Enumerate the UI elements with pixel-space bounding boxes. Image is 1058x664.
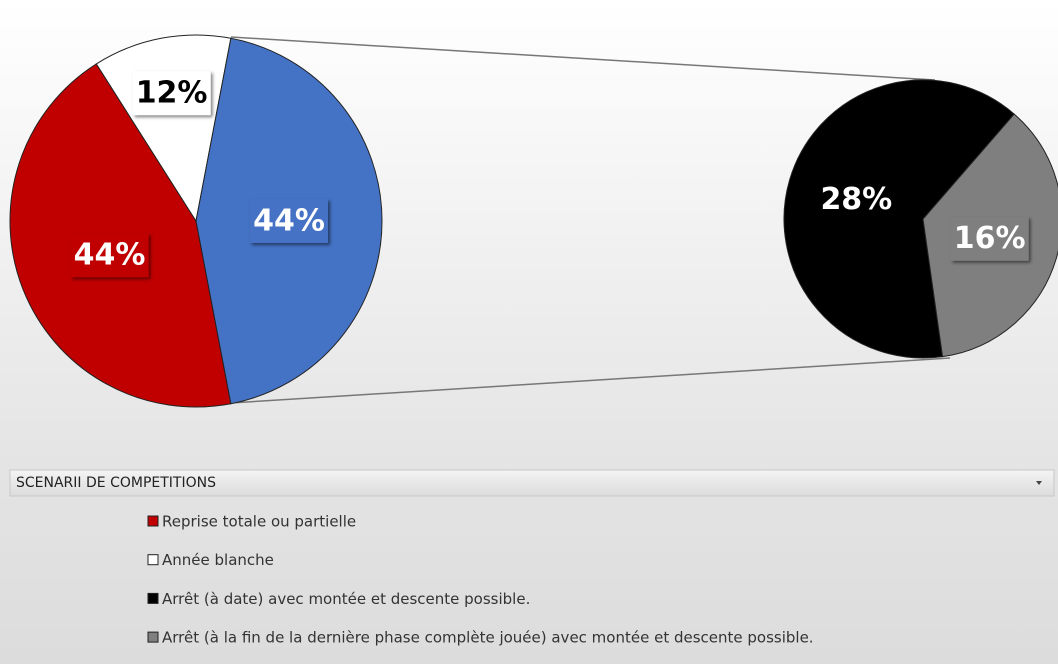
legend-label: Année blanche (162, 551, 274, 569)
pie-slice (783, 79, 1015, 359)
legend-label: Arrêt (à la fin de la dernière phase com… (162, 629, 814, 647)
legend-swatch (147, 631, 159, 643)
connector-line (230, 36, 936, 81)
legend-title: SCENARII DE COMPETITIONS (16, 475, 216, 491)
data-label: 44% (74, 238, 146, 273)
dropdown-arrow[interactable] (1036, 481, 1042, 485)
data-label: 44% (253, 204, 325, 239)
legend-label: Arrêt (à date) avec montée et descente p… (162, 590, 530, 608)
legend-swatch (147, 515, 159, 527)
data-label: 12% (136, 76, 208, 111)
legend-label: Reprise totale ou partielle (162, 513, 356, 531)
data-label-box (950, 216, 1029, 261)
data-label-box (70, 233, 149, 278)
legend-swatch (147, 554, 159, 566)
data-label: 16% (954, 221, 1026, 256)
data-label: 28% (820, 182, 892, 217)
legend-header[interactable] (9, 469, 1055, 497)
data-label-box (817, 177, 896, 222)
connector-line (230, 357, 951, 404)
data-label-box (132, 71, 211, 116)
data-label-box (250, 199, 328, 243)
legend-swatch (147, 592, 159, 604)
